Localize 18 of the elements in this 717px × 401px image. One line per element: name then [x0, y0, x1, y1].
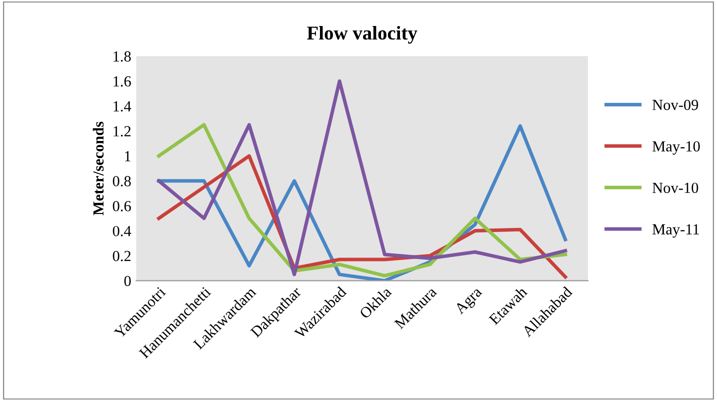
y-axis-title: Meter/seconds	[92, 122, 104, 216]
y-tick-label: 1	[125, 151, 130, 162]
y-tick-label: 0	[124, 276, 131, 286]
legend-label: Nov-09	[652, 100, 698, 110]
y-tick-label: 0.8	[112, 176, 131, 186]
legend-label: Nov-10	[652, 182, 698, 194]
y-tick-label: 1.8	[114, 51, 131, 62]
y-tick-label: 1.4	[114, 101, 132, 112]
y-tick-label: 1.2	[114, 126, 131, 137]
y-tick-label: 0.6	[112, 200, 131, 212]
chart-title: Flow valocity	[307, 26, 418, 44]
y-tick-label: 1.6	[114, 76, 131, 87]
line-series	[157, 79, 568, 276]
x-tick-label: Agra	[454, 286, 485, 317]
y-tick-label: 0.2	[112, 250, 131, 262]
legend-label: May-11	[652, 224, 699, 238]
y-tick-label: 0.4	[112, 226, 132, 236]
legend-label: May-10	[652, 141, 700, 155]
